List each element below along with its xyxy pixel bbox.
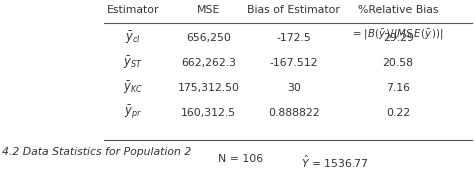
Text: 0.22: 0.22 <box>386 108 410 118</box>
Text: N = 106: N = 106 <box>218 154 263 164</box>
Text: 20.58: 20.58 <box>383 58 414 68</box>
Text: Estimator: Estimator <box>107 5 159 15</box>
Text: 29.29: 29.29 <box>383 33 414 43</box>
Text: 175,312.50: 175,312.50 <box>178 83 239 93</box>
Text: MSE: MSE <box>197 5 220 15</box>
Text: -172.5: -172.5 <box>276 33 311 43</box>
Text: $\bar{y}_{cl}$: $\bar{y}_{cl}$ <box>125 30 141 46</box>
Text: 656,250: 656,250 <box>186 33 231 43</box>
Text: 30: 30 <box>287 83 301 93</box>
Text: $\hat{Y}$ = 1536.77: $\hat{Y}$ = 1536.77 <box>301 154 369 170</box>
Text: 7.16: 7.16 <box>386 83 410 93</box>
Text: = $|B(\bar{y}\,)/(MS\,E(\bar{y}\,))|$: = $|B(\bar{y}\,)/(MS\,E(\bar{y}\,))|$ <box>352 28 444 42</box>
Text: 0.888822: 0.888822 <box>268 108 319 118</box>
Text: 4.2 Data Statistics for Population 2: 4.2 Data Statistics for Population 2 <box>2 147 191 157</box>
Text: -167.512: -167.512 <box>270 58 318 68</box>
Text: 662,262.3: 662,262.3 <box>181 58 236 68</box>
Text: Bias of Estimator: Bias of Estimator <box>247 5 340 15</box>
Text: $\bar{y}_{ST}$: $\bar{y}_{ST}$ <box>123 55 143 71</box>
Text: $\bar{y}_{KC}$: $\bar{y}_{KC}$ <box>123 79 143 96</box>
Text: $\bar{y}_{pr}$: $\bar{y}_{pr}$ <box>124 104 142 121</box>
Text: %Relative Bias: %Relative Bias <box>358 5 438 15</box>
Text: 160,312.5: 160,312.5 <box>181 108 236 118</box>
